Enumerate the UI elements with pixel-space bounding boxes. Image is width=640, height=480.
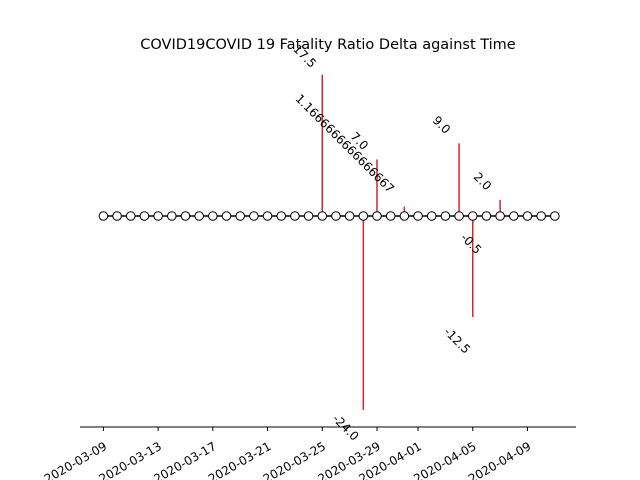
marker-2020-03-26	[331, 211, 341, 221]
data-label: -12.5	[441, 325, 473, 357]
marker-2020-04-03	[440, 211, 451, 221]
marker-2020-03-17	[208, 211, 218, 221]
data-label: -0.5	[458, 230, 484, 256]
marker-2020-03-19	[235, 211, 245, 221]
marker-2020-03-11	[125, 211, 136, 221]
marker-2020-03-16	[194, 211, 204, 221]
chart-title: COVID19COVID 19 Fatality Ratio Delta aga…	[140, 37, 516, 53]
data-label: 1.1666666666666667	[293, 91, 397, 195]
data-label: 2.0	[471, 170, 494, 193]
marker-2020-04-07	[495, 211, 505, 221]
marker-2020-04-08	[509, 211, 519, 221]
marker-2020-04-06	[481, 211, 492, 221]
marker-2020-03-14	[167, 211, 177, 221]
marker-2020-03-20	[249, 211, 259, 221]
marker-2020-04-05	[467, 211, 478, 221]
marker-2020-04-01	[413, 211, 423, 221]
marker-2020-03-22	[276, 211, 287, 221]
marker-2020-03-13	[153, 211, 163, 221]
x-tick-label: 2020-04-09	[466, 439, 533, 480]
data-label: -24.0	[330, 412, 362, 444]
marker-2020-04-04	[454, 211, 464, 221]
marker-2020-03-24	[303, 211, 314, 221]
marker-2020-03-29	[372, 211, 382, 221]
marker-2020-03-23	[290, 211, 300, 221]
data-label: 9.0	[430, 113, 453, 136]
marker-2020-03-25	[317, 211, 328, 221]
stems-layer	[321, 74, 501, 410]
marker-2020-04-09	[522, 211, 533, 221]
marker-2020-03-27	[344, 211, 355, 221]
marker-2020-03-09	[98, 211, 109, 221]
markers-layer	[98, 211, 560, 221]
marker-2020-04-11	[550, 211, 560, 221]
data-labels-layer: 17.5-24.07.01.1666666666666667 9.0-0.5-12…	[290, 42, 494, 444]
marker-2020-04-02	[426, 211, 437, 221]
marker-2020-03-10	[112, 211, 122, 221]
marker-2020-03-21	[262, 211, 273, 221]
marker-2020-03-31	[399, 211, 410, 221]
marker-2020-03-12	[139, 211, 150, 221]
marker-2020-03-18	[221, 211, 232, 221]
marker-2020-03-30	[385, 211, 396, 221]
x-axis: 2020-03-092020-03-132020-03-172020-03-21…	[42, 426, 576, 480]
marker-2020-04-10	[536, 211, 546, 221]
marker-2020-03-15	[180, 211, 191, 221]
marker-2020-03-28	[358, 211, 369, 221]
